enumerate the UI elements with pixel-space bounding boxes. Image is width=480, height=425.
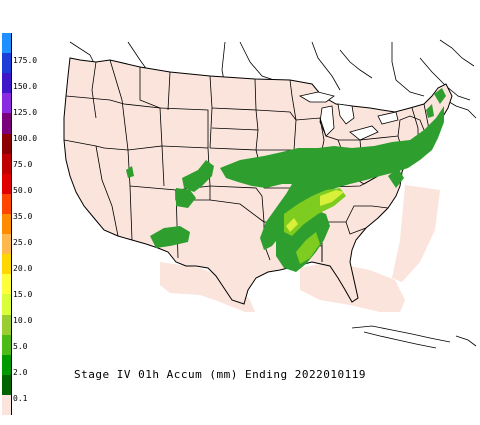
great-lakes [298, 91, 399, 141]
color-legend-labels: 175.0 150.0 125.0 100.0 75.0 50.0 35.0 25.0 20.0… [13, 33, 53, 415]
legend-swatch [2, 33, 11, 54]
legend-swatch [2, 234, 11, 255]
legend-label: 10.0 [13, 316, 33, 325]
legend-label: 150.0 [13, 82, 38, 91]
precip-heavy [286, 190, 344, 232]
legend-swatch [2, 73, 11, 94]
cuba-coastline [351, 325, 477, 349]
legend-swatch [2, 213, 11, 235]
legend-label: 5.0 [13, 342, 28, 351]
legend-swatch [2, 334, 11, 355]
legend-label: 0.1 [13, 394, 28, 403]
legend-swatch [2, 53, 11, 74]
legend-swatch [2, 133, 11, 154]
legend-swatch [2, 153, 11, 174]
legend-swatch [2, 93, 11, 114]
legend-label: 2.0 [13, 368, 28, 377]
legend-swatch [2, 354, 11, 375]
coverage-extension [160, 185, 440, 312]
precip-light [126, 88, 446, 272]
legend-swatch [2, 193, 11, 214]
legend-label: 20.0 [13, 264, 33, 273]
legend-label: 25.0 [13, 238, 33, 247]
legend-swatch [2, 274, 11, 295]
legend-swatch [2, 294, 11, 315]
legend-label: 125.0 [13, 108, 38, 117]
legend-swatch [2, 314, 11, 335]
map-caption: Stage IV 01h Accum (mm) Ending 202201011… [74, 368, 367, 381]
canada-boundaries [69, 39, 477, 119]
legend-label: 100.0 [13, 134, 38, 143]
legend-label: 175.0 [13, 56, 38, 65]
legend-label: 75.0 [13, 160, 33, 169]
legend-swatch [2, 173, 11, 194]
legend-swatch [2, 394, 11, 416]
legend-swatch [2, 254, 11, 275]
color-legend-bar [2, 33, 12, 416]
legend-swatch [2, 374, 11, 395]
legend-swatch [2, 113, 11, 134]
legend-label: 35.0 [13, 212, 33, 221]
legend-label: 15.0 [13, 290, 33, 299]
legend-label: 50.0 [13, 186, 33, 195]
